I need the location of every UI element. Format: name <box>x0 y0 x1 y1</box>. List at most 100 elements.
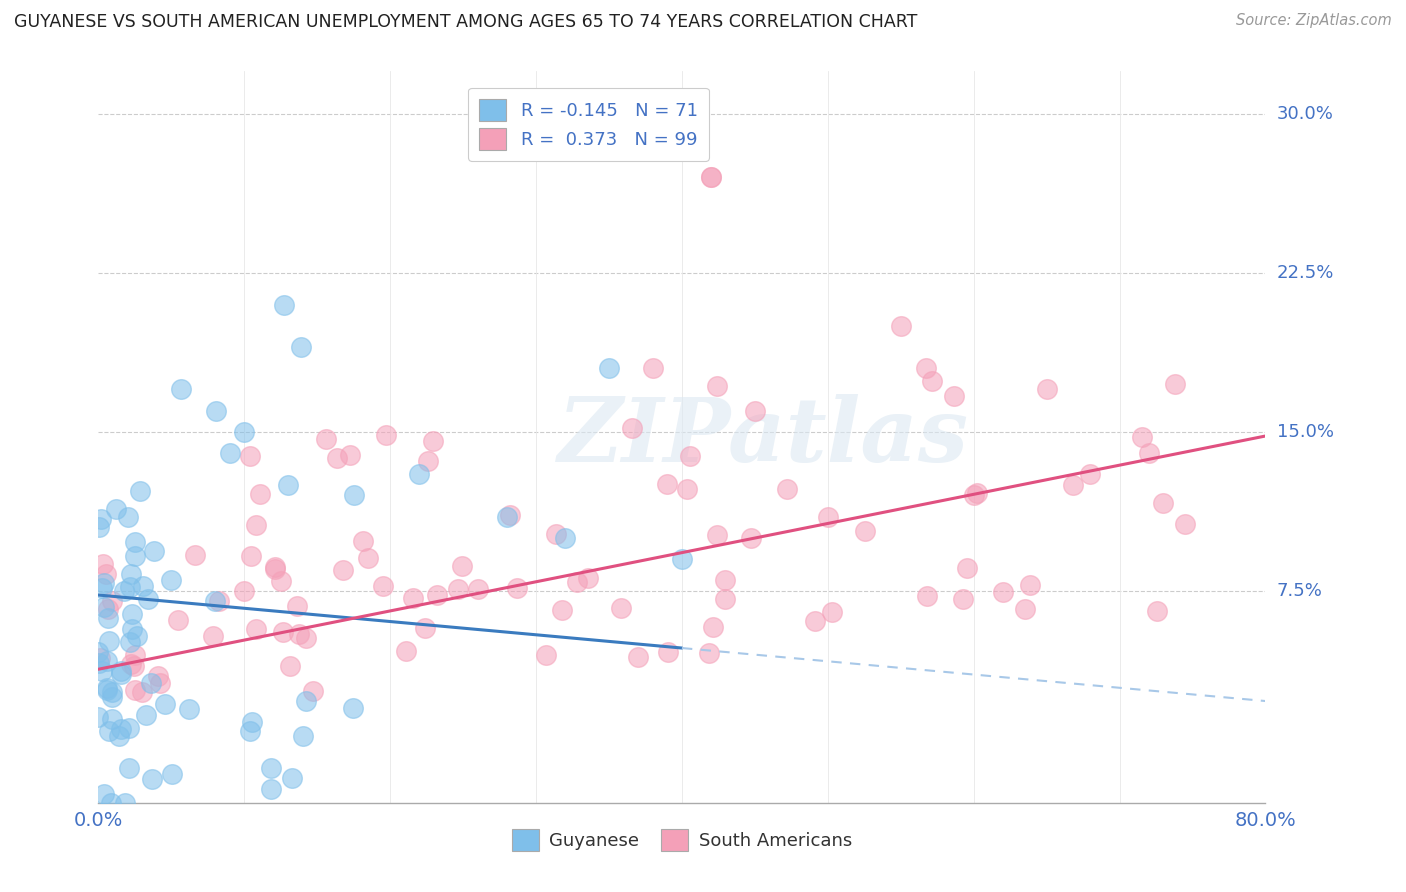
Point <box>921 374 943 388</box>
Point <box>132 579 155 593</box>
Text: 15.0%: 15.0% <box>1277 423 1333 441</box>
Point <box>402 591 425 605</box>
Point <box>285 599 308 614</box>
Point <box>655 476 678 491</box>
Point <box>110 666 132 681</box>
Point <box>110 664 132 678</box>
Point <box>496 509 519 524</box>
Point <box>184 549 207 563</box>
Point <box>89 519 111 533</box>
Point <box>295 694 318 708</box>
Point <box>890 318 912 333</box>
Point <box>342 700 364 714</box>
Point <box>1137 446 1160 460</box>
Point <box>239 449 262 463</box>
Point <box>447 582 470 596</box>
Point <box>149 675 172 690</box>
Point <box>332 564 354 578</box>
Point <box>803 614 825 628</box>
Point <box>239 724 262 739</box>
Point <box>534 648 557 662</box>
Point <box>124 659 146 673</box>
Point <box>124 682 146 697</box>
Point <box>100 796 122 810</box>
Point <box>657 645 679 659</box>
Point <box>100 685 122 699</box>
Point <box>395 644 418 658</box>
Point <box>107 729 129 743</box>
Point <box>101 690 124 704</box>
Point <box>100 712 122 726</box>
Point <box>966 486 988 500</box>
Point <box>131 685 153 699</box>
Point <box>89 651 111 665</box>
Point <box>576 572 599 586</box>
Point <box>714 592 737 607</box>
Point <box>551 603 574 617</box>
Point <box>554 531 576 545</box>
Point <box>598 361 620 376</box>
Point <box>697 646 720 660</box>
Point <box>273 297 295 311</box>
Legend: Guyanese, South Americans: Guyanese, South Americans <box>502 820 862 860</box>
Point <box>121 622 143 636</box>
Point <box>671 552 693 566</box>
Point <box>97 633 120 648</box>
Point <box>202 629 225 643</box>
Point <box>239 549 262 563</box>
Point <box>208 593 231 607</box>
Point <box>702 619 724 633</box>
Point <box>914 361 936 376</box>
Point <box>166 613 188 627</box>
Text: 30.0%: 30.0% <box>1277 104 1333 123</box>
Point <box>118 761 141 775</box>
Point <box>148 668 170 682</box>
Point <box>89 656 111 670</box>
Point <box>139 676 162 690</box>
Point <box>356 551 378 566</box>
Point <box>621 421 644 435</box>
Point <box>627 649 650 664</box>
Point <box>821 605 844 619</box>
Point <box>270 574 292 588</box>
Point <box>641 361 664 376</box>
Point <box>679 450 702 464</box>
Point <box>124 648 146 663</box>
Point <box>233 425 256 439</box>
Point <box>153 698 176 712</box>
Point <box>245 622 267 636</box>
Point <box>110 723 132 737</box>
Point <box>278 658 301 673</box>
Point <box>120 657 142 671</box>
Point <box>90 581 112 595</box>
Point <box>97 602 120 616</box>
Point <box>90 512 112 526</box>
Point <box>120 567 142 582</box>
Point <box>426 589 449 603</box>
Point <box>87 645 110 659</box>
Point <box>260 781 283 796</box>
Point <box>93 599 115 614</box>
Point <box>352 534 374 549</box>
Point <box>101 593 124 607</box>
Point <box>143 543 166 558</box>
Point <box>96 681 118 695</box>
Point <box>219 446 242 460</box>
Point <box>700 170 723 185</box>
Point <box>1130 429 1153 443</box>
Point <box>418 453 440 467</box>
Point <box>1174 516 1197 531</box>
Point <box>120 635 142 649</box>
Point <box>706 378 728 392</box>
Point <box>700 170 723 185</box>
Point <box>993 585 1015 599</box>
Point <box>120 580 142 594</box>
Point <box>706 528 728 542</box>
Point <box>408 467 430 482</box>
Point <box>93 557 115 571</box>
Point <box>125 630 148 644</box>
Point <box>264 562 287 576</box>
Point <box>956 561 979 575</box>
Point <box>124 549 146 563</box>
Point <box>264 560 287 574</box>
